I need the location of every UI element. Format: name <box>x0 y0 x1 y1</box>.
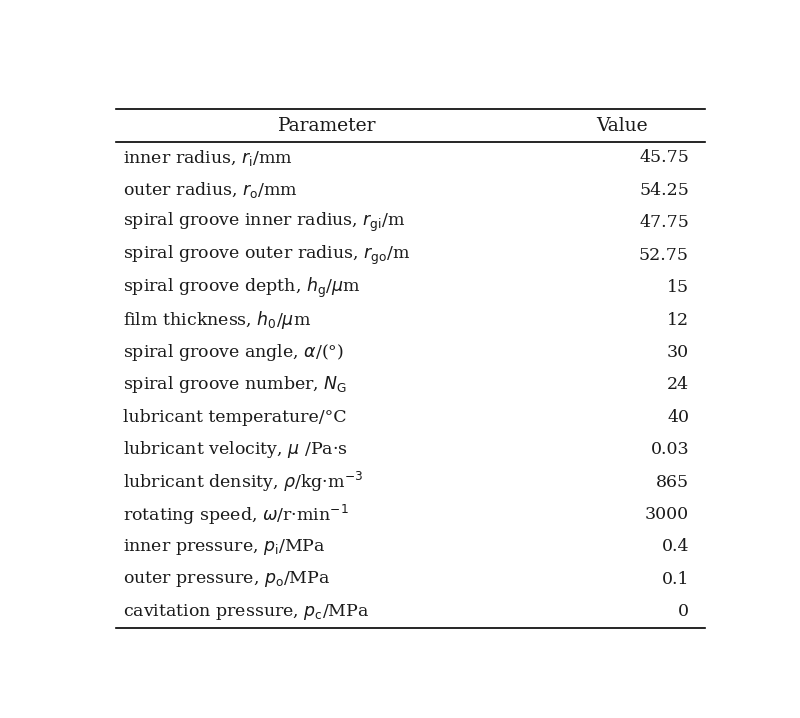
Text: 12: 12 <box>667 312 689 329</box>
Text: Parameter: Parameter <box>278 116 377 134</box>
Text: inner pressure, $p_\mathrm{i}$/MPa: inner pressure, $p_\mathrm{i}$/MPa <box>123 537 326 557</box>
Text: outer pressure, $p_\mathrm{o}$/MPa: outer pressure, $p_\mathrm{o}$/MPa <box>123 569 330 589</box>
Text: spiral groove outer radius, $r_\mathrm{go}$/m: spiral groove outer radius, $r_\mathrm{g… <box>123 243 410 267</box>
Text: Value: Value <box>596 116 648 134</box>
Text: 0.1: 0.1 <box>662 571 689 588</box>
Text: 24: 24 <box>667 376 689 393</box>
Text: lubricant temperature/°C: lubricant temperature/°C <box>123 409 346 426</box>
Text: cavitation pressure, $p_\mathrm{c}$/MPa: cavitation pressure, $p_\mathrm{c}$/MPa <box>123 602 370 622</box>
Text: spiral groove angle, $\alpha$/(°): spiral groove angle, $\alpha$/(°) <box>123 342 344 363</box>
Text: 47.75: 47.75 <box>639 214 689 231</box>
Text: spiral groove depth, $h_\mathrm{g}$/$\mu$m: spiral groove depth, $h_\mathrm{g}$/$\mu… <box>123 276 360 299</box>
Text: rotating speed, $\omega$/r·min$^{-1}$: rotating speed, $\omega$/r·min$^{-1}$ <box>123 503 349 526</box>
Text: 0.03: 0.03 <box>650 441 689 458</box>
Text: film thickness, $h_0$/$\mu$m: film thickness, $h_0$/$\mu$m <box>123 309 311 331</box>
Text: 15: 15 <box>667 279 689 296</box>
Text: lubricant velocity, $\mu$ /Pa·s: lubricant velocity, $\mu$ /Pa·s <box>123 439 348 460</box>
Text: 0: 0 <box>678 603 689 620</box>
Text: 865: 865 <box>656 474 689 490</box>
Text: spiral groove number, $N_\mathrm{G}$: spiral groove number, $N_\mathrm{G}$ <box>123 374 347 396</box>
Text: lubricant density, $\rho$/kg·m$^{-3}$: lubricant density, $\rho$/kg·m$^{-3}$ <box>123 470 363 494</box>
Text: 54.25: 54.25 <box>639 182 689 199</box>
Text: outer radius, $r_\mathrm{o}$/mm: outer radius, $r_\mathrm{o}$/mm <box>123 180 298 200</box>
Text: 52.75: 52.75 <box>639 247 689 264</box>
Text: 45.75: 45.75 <box>639 149 689 167</box>
Text: 0.4: 0.4 <box>662 538 689 556</box>
Text: 30: 30 <box>667 344 689 361</box>
Text: 40: 40 <box>667 409 689 426</box>
Text: 3000: 3000 <box>645 506 689 523</box>
Text: inner radius, $r_\mathrm{i}$/mm: inner radius, $r_\mathrm{i}$/mm <box>123 148 293 168</box>
Text: spiral groove inner radius, $r_\mathrm{gi}$/m: spiral groove inner radius, $r_\mathrm{g… <box>123 211 406 234</box>
